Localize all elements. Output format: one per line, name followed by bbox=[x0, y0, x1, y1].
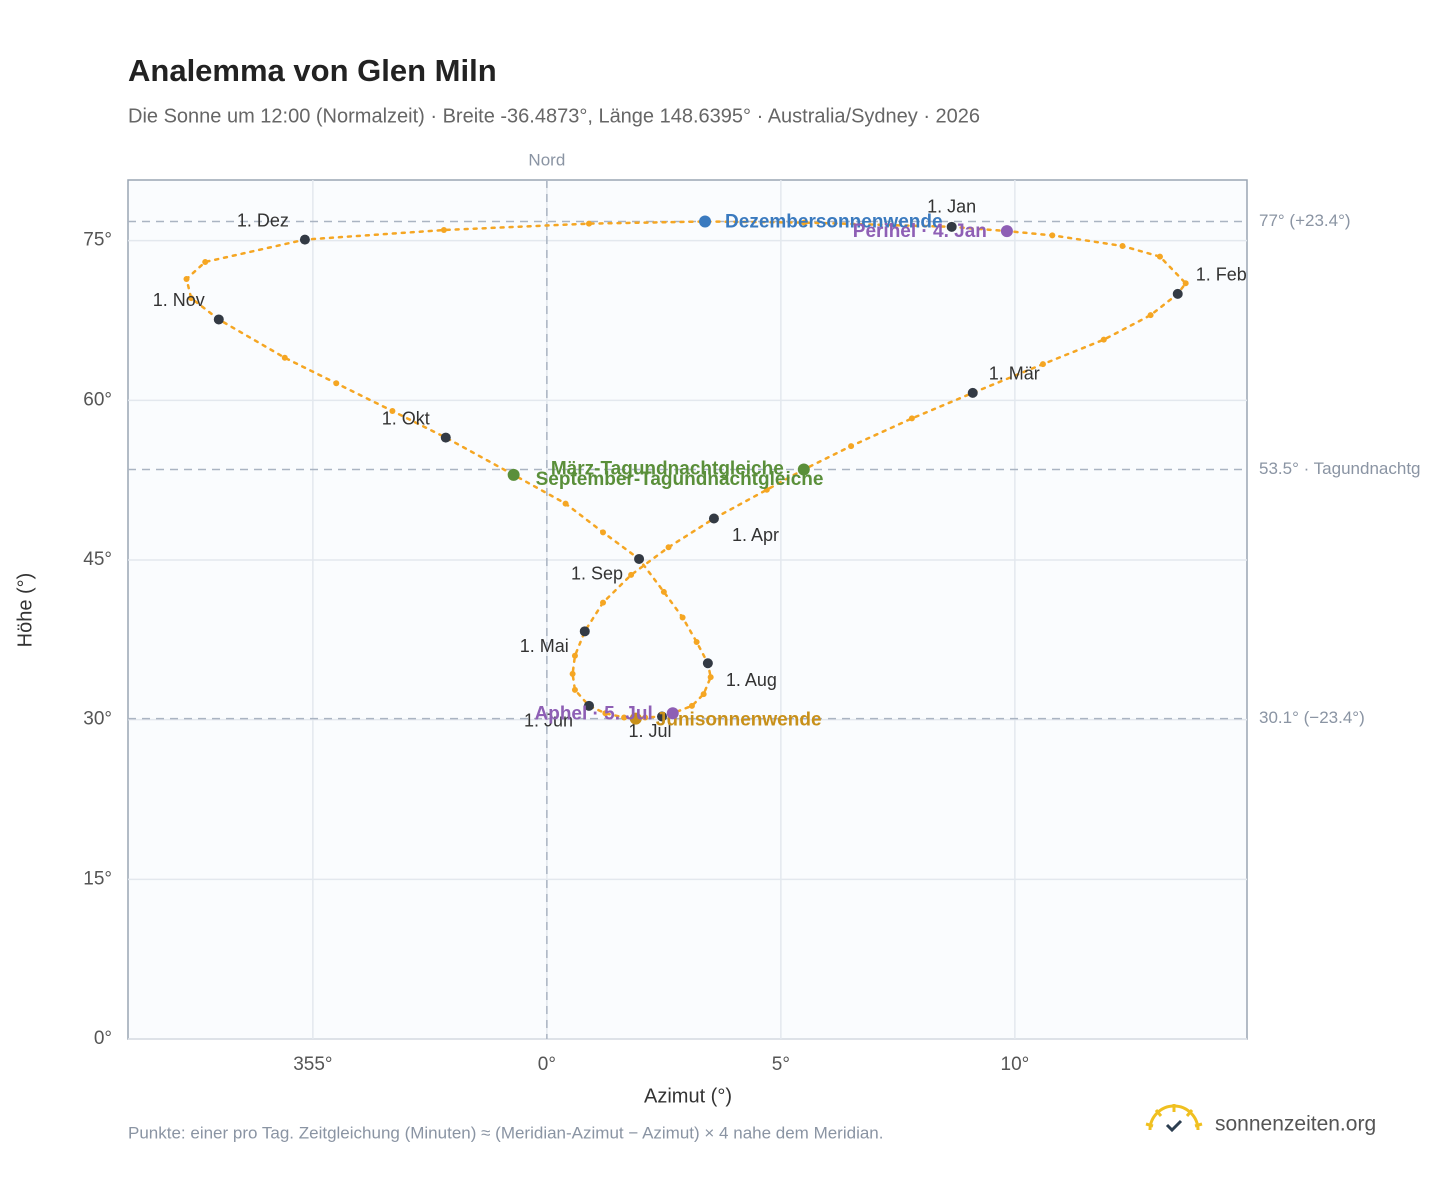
day-point bbox=[665, 544, 672, 551]
reference-label: 77° (+23.4°) bbox=[1259, 211, 1351, 230]
month-label: 1. Sep bbox=[571, 564, 623, 584]
month-label: 1. Nov bbox=[153, 290, 205, 310]
day-point bbox=[600, 529, 607, 536]
event-label: Dezembersonnenwende bbox=[725, 212, 943, 233]
y-tick-label: 0° bbox=[94, 1028, 112, 1049]
month-label: 1. Jan bbox=[927, 197, 976, 217]
day-point bbox=[600, 599, 607, 606]
month-label: 1. Feb bbox=[1196, 265, 1247, 285]
event-point bbox=[507, 468, 520, 481]
month-label: 1. Dez bbox=[237, 210, 289, 230]
day-point bbox=[628, 571, 635, 578]
month-label: 1. Mär bbox=[989, 364, 1040, 384]
month-point bbox=[702, 658, 713, 669]
event-label: Junisonnenwende bbox=[656, 710, 822, 731]
day-point bbox=[642, 714, 649, 721]
day-point bbox=[693, 638, 700, 645]
month-point bbox=[579, 626, 590, 637]
x-tick-label: 0° bbox=[538, 1054, 556, 1075]
month-point bbox=[656, 711, 667, 722]
day-point bbox=[621, 714, 628, 721]
month-point bbox=[708, 513, 719, 524]
brand-logo bbox=[1145, 1104, 1203, 1133]
day-point bbox=[571, 652, 578, 659]
brand: sonnenzeiten.org bbox=[1215, 1113, 1376, 1136]
month-label: 1. Jul bbox=[628, 721, 671, 741]
y-tick-label: 30° bbox=[83, 709, 112, 730]
month-label: 1. Mai bbox=[520, 636, 569, 656]
month-point bbox=[299, 234, 310, 245]
event-label: September-Tagundnachtgleiche bbox=[536, 469, 824, 490]
month-point bbox=[634, 553, 645, 564]
day-point bbox=[1119, 242, 1126, 249]
chart-subtitle: Die Sonne um 12:00 (Normalzeit) · Breite… bbox=[128, 105, 980, 127]
day-point bbox=[562, 500, 569, 507]
day-point bbox=[679, 614, 686, 621]
day-point bbox=[707, 674, 714, 681]
month-point bbox=[946, 221, 957, 232]
day-point bbox=[202, 258, 209, 265]
reference-label: 30.1° (−23.4°) bbox=[1259, 708, 1365, 727]
day-point bbox=[1147, 312, 1154, 319]
month-label: 1. Apr bbox=[732, 525, 779, 545]
day-point bbox=[763, 486, 770, 493]
event-label: Aphel · 5. Jul bbox=[535, 703, 653, 724]
day-point bbox=[908, 415, 915, 422]
day-point bbox=[440, 227, 447, 234]
event-point bbox=[1000, 225, 1013, 238]
x-tick-label: 10° bbox=[1001, 1054, 1030, 1075]
month-label: 1. Jun bbox=[524, 711, 573, 731]
month-point bbox=[583, 700, 594, 711]
day-point bbox=[183, 275, 190, 282]
day-point bbox=[801, 219, 808, 226]
day-point bbox=[1100, 336, 1107, 343]
x-axis-label: Azimut (°) bbox=[644, 1085, 732, 1107]
footnote: Punkte: einer pro Tag. Zeitgleichung (Mi… bbox=[128, 1123, 884, 1142]
day-point bbox=[585, 220, 592, 227]
event-point bbox=[629, 712, 642, 725]
event-point bbox=[699, 215, 712, 228]
y-axis-label: Höhe (°) bbox=[14, 573, 36, 648]
day-point bbox=[1182, 280, 1189, 287]
day-point bbox=[389, 407, 396, 414]
y-tick-label: 45° bbox=[83, 549, 112, 570]
month-point bbox=[440, 432, 451, 443]
day-point bbox=[1156, 253, 1163, 260]
event-point bbox=[797, 463, 810, 476]
day-point bbox=[602, 710, 609, 717]
x-tick-label: 355° bbox=[293, 1054, 332, 1075]
day-point bbox=[569, 670, 576, 677]
reference-label: 53.5° · Tagundnachtg bbox=[1259, 459, 1421, 478]
month-point bbox=[1172, 288, 1183, 299]
event-point bbox=[666, 707, 679, 720]
event-label: Perihel · 4. Jan bbox=[853, 221, 987, 242]
day-point bbox=[848, 443, 855, 450]
month-point bbox=[213, 314, 224, 325]
x-tick-label: 5° bbox=[772, 1054, 790, 1075]
chart-title: Analemma von Glen Miln bbox=[128, 53, 497, 88]
meridian-label: Nord bbox=[528, 150, 565, 169]
day-point bbox=[571, 686, 578, 693]
day-point bbox=[660, 588, 667, 595]
y-tick-label: 75° bbox=[83, 230, 112, 251]
day-point bbox=[281, 354, 288, 361]
day-point bbox=[688, 702, 695, 709]
plot-area bbox=[127, 179, 1248, 1040]
month-point bbox=[967, 387, 978, 398]
event-label: März-Tagundnachtgleiche bbox=[551, 459, 784, 480]
day-point bbox=[333, 380, 340, 387]
y-tick-label: 15° bbox=[83, 868, 112, 889]
month-label: 1. Aug bbox=[726, 670, 777, 690]
month-label: 1. Okt bbox=[382, 408, 430, 428]
day-point bbox=[700, 691, 707, 698]
y-tick-label: 60° bbox=[83, 389, 112, 410]
day-point bbox=[1049, 232, 1056, 239]
day-point bbox=[188, 295, 195, 302]
day-point bbox=[1039, 361, 1046, 368]
